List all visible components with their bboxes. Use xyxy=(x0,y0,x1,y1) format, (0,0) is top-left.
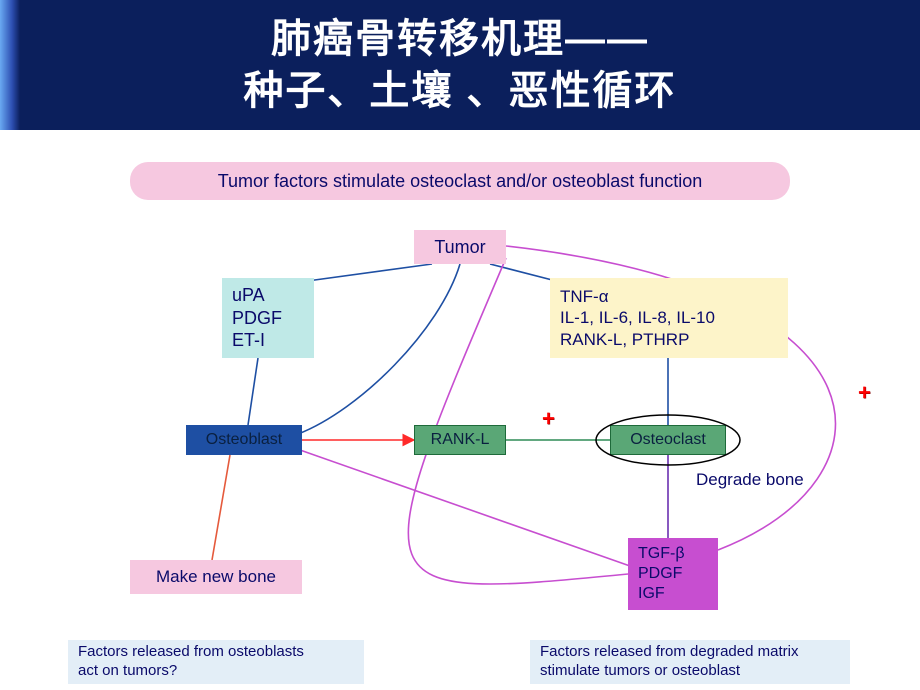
edge-layer xyxy=(0,130,920,690)
node-rankl-text: RANK-L xyxy=(431,430,490,450)
caption-left: Factors released from osteoblasts act on… xyxy=(68,640,364,684)
slide-title: 肺癌骨转移机理—— 种子、土壤 、恶性循环 xyxy=(0,0,920,130)
node-osteoclast-text: Osteoclast xyxy=(630,430,706,450)
header-banner: Tumor factors stimulate osteoclast and/o… xyxy=(130,162,790,200)
node-left-factors-text: uPA PDGF ET-I xyxy=(232,284,282,352)
node-make-new-bone: Make new bone xyxy=(130,560,302,594)
node-osteoblast: Osteoblast xyxy=(186,425,302,455)
title-line2: 种子、土壤 、恶性循环 xyxy=(243,69,676,113)
node-left-factors: uPA PDGF ET-I xyxy=(222,278,314,358)
label-degrade-bone: Degrade bone xyxy=(696,470,804,490)
node-growth-factors-text: TGF-β PDGF IGF xyxy=(638,544,685,604)
node-tumor: Tumor xyxy=(414,230,506,264)
caption-left-text: Factors released from osteoblasts act on… xyxy=(78,643,304,681)
plus-icon: + xyxy=(542,406,555,432)
node-rankl: RANK-L xyxy=(414,425,506,455)
plus-icon: + xyxy=(858,380,871,406)
caption-right-text: Factors released from degraded matrix st… xyxy=(540,643,798,681)
node-right-factors-text: TNF-α IL-1, IL-6, IL-8, IL-10 RANK-L, PT… xyxy=(560,286,715,350)
node-make-bone-text: Make new bone xyxy=(156,566,276,587)
caption-right: Factors released from degraded matrix st… xyxy=(530,640,850,684)
node-tumor-text: Tumor xyxy=(434,236,485,259)
diagram-canvas: Tumor factors stimulate osteoclast and/o… xyxy=(0,130,920,690)
node-growth-factors: TGF-β PDGF IGF xyxy=(628,538,718,610)
node-right-factors: TNF-α IL-1, IL-6, IL-8, IL-10 RANK-L, PT… xyxy=(550,278,788,358)
node-osteoclast: Osteoclast xyxy=(610,425,726,455)
node-osteoblast-text: Osteoblast xyxy=(206,430,282,450)
title-line1: 肺癌骨转移机理—— xyxy=(271,17,649,61)
header-banner-text: Tumor factors stimulate osteoclast and/o… xyxy=(218,170,703,193)
